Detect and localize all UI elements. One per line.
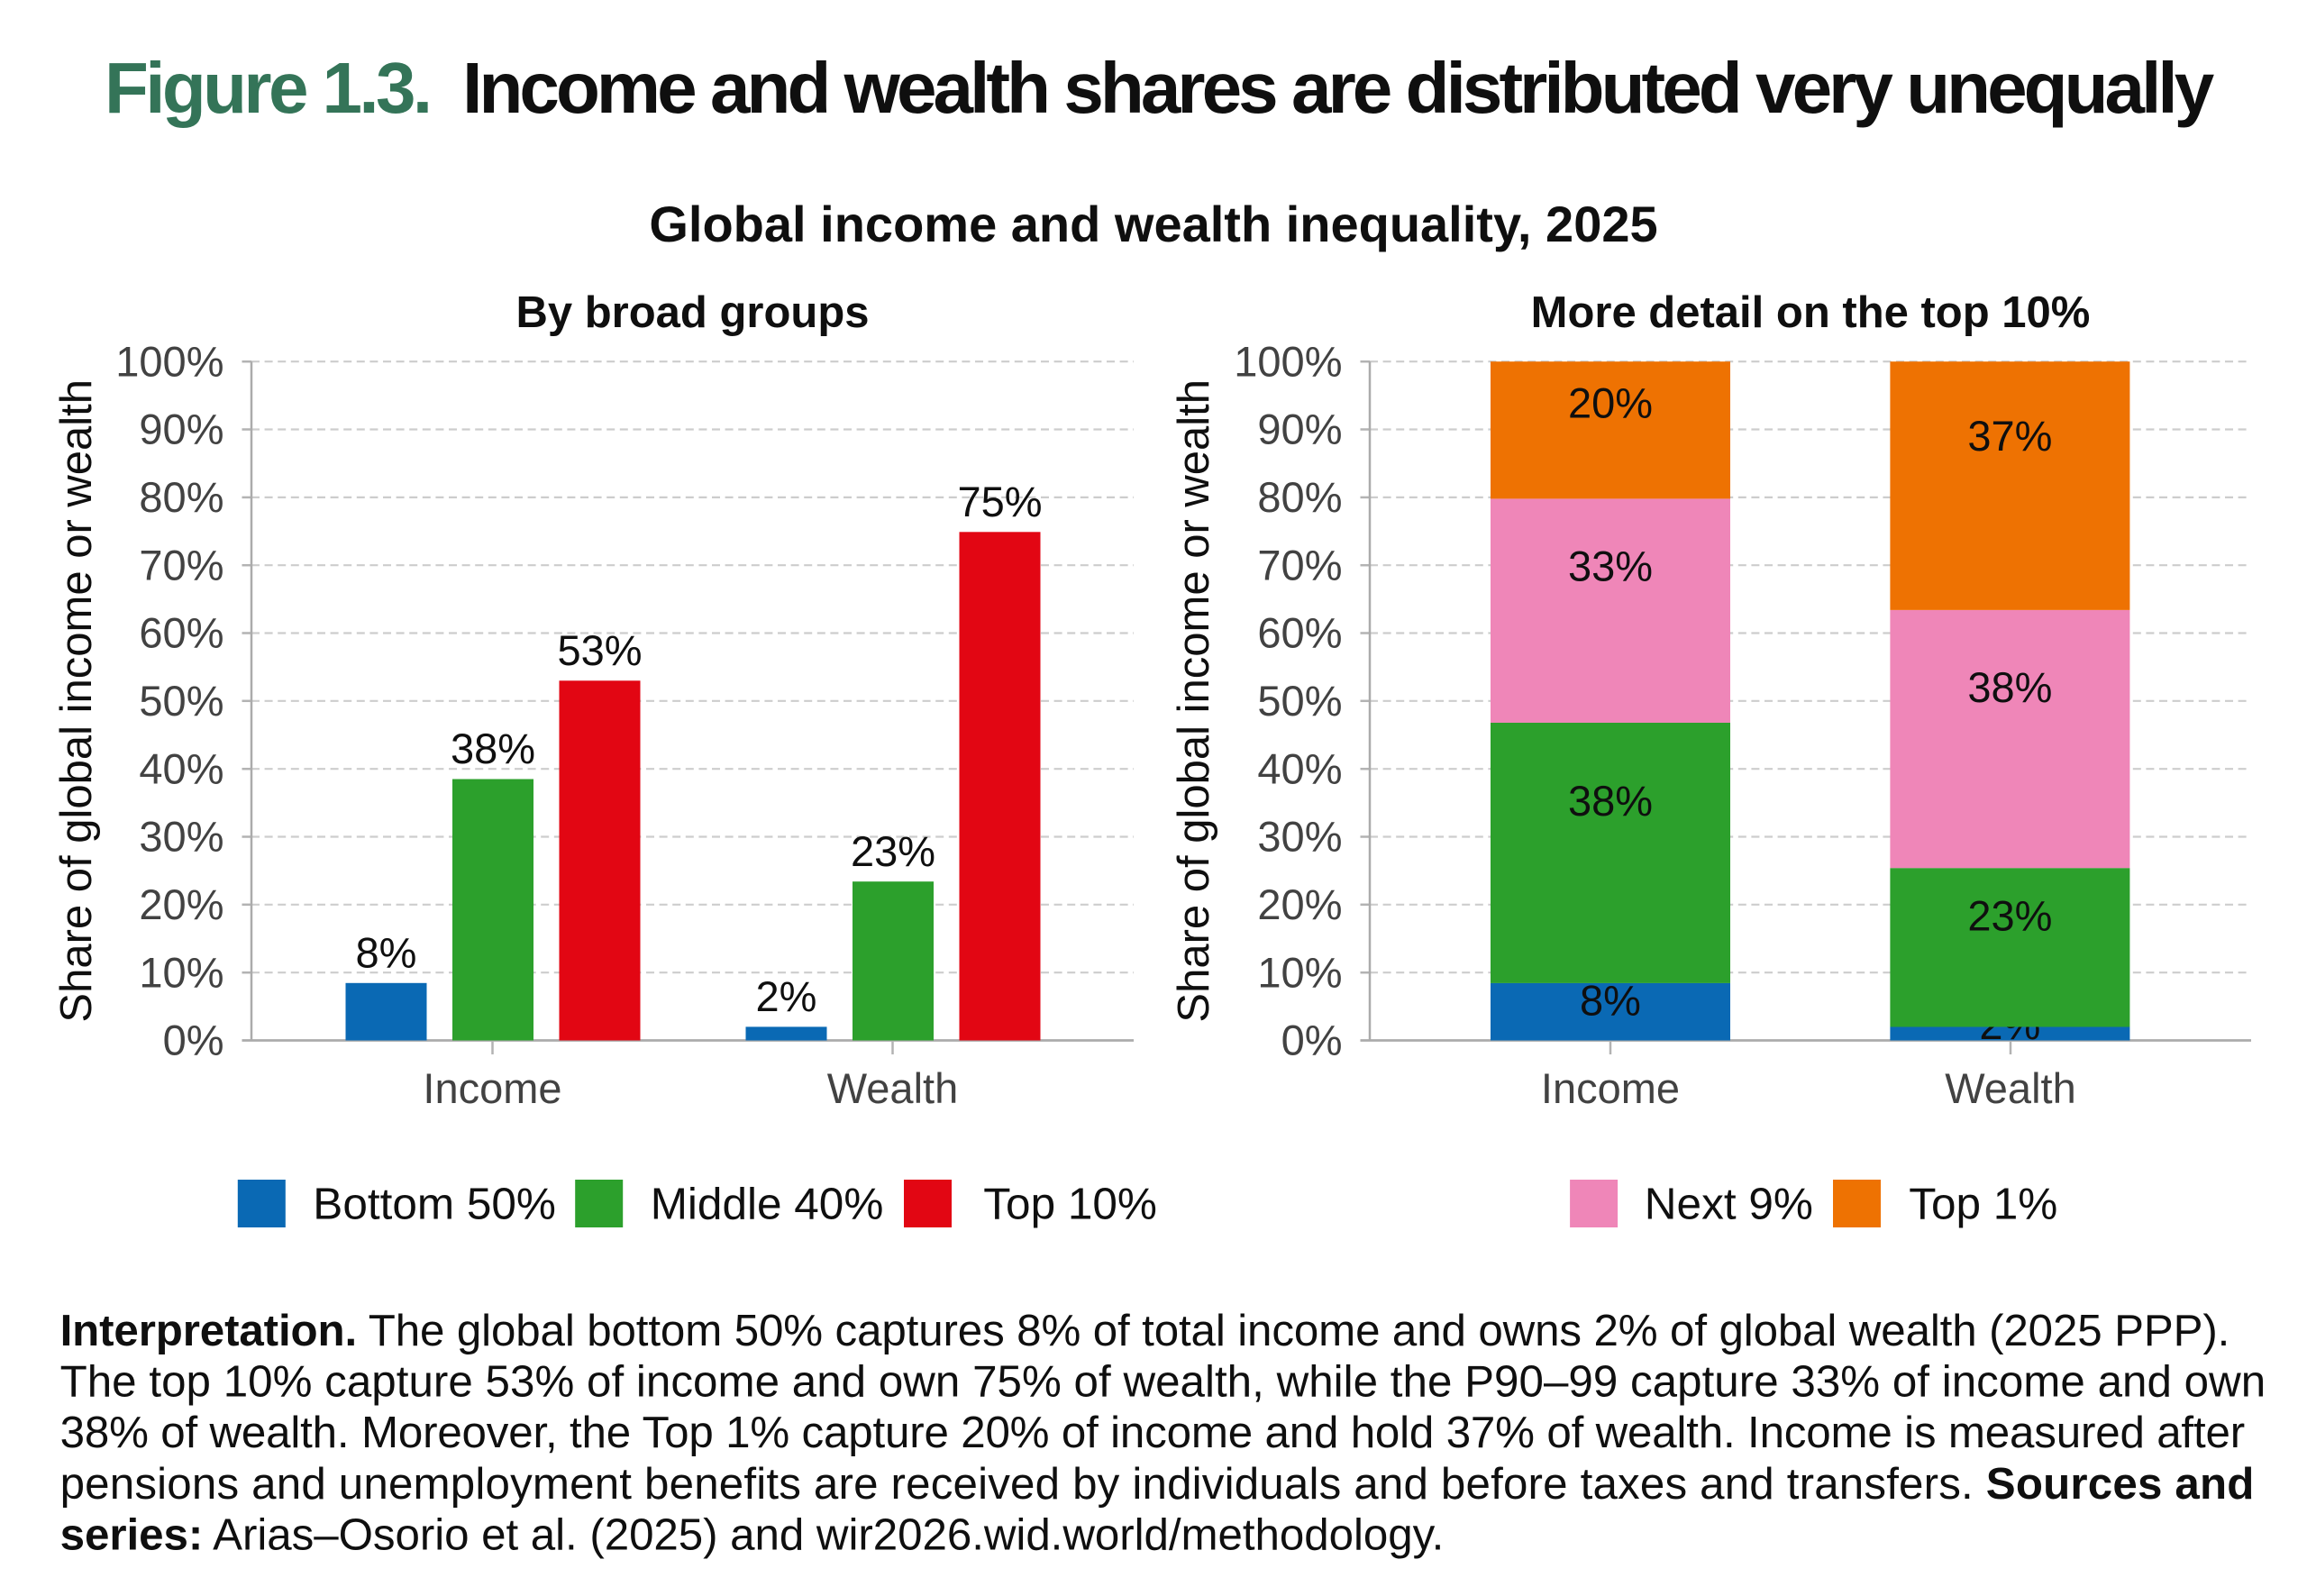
svg-text:10%: 10%: [139, 948, 223, 996]
svg-text:38%: 38%: [1568, 777, 1653, 825]
svg-text:23%: 23%: [1967, 891, 2052, 939]
svg-text:Top 1%: Top 1%: [1909, 1179, 2057, 1228]
svg-text:Global income and wealth inequ: Global income and wealth inequality, 202…: [649, 196, 1657, 252]
svg-text:20%: 20%: [1257, 880, 1342, 928]
svg-text:0%: 0%: [1281, 1017, 1343, 1064]
svg-text:50%: 50%: [1257, 677, 1342, 725]
svg-text:Interpretation. The global bot: Interpretation. The global bottom 50% ca…: [60, 1306, 2230, 1355]
svg-text:50%: 50%: [139, 677, 223, 725]
svg-text:Middle 40%: Middle 40%: [651, 1179, 884, 1228]
svg-text:60%: 60%: [1257, 609, 1342, 657]
svg-text:38%: 38%: [451, 725, 535, 772]
svg-text:100%: 100%: [1234, 337, 1342, 385]
svg-text:100%: 100%: [115, 337, 223, 385]
svg-text:Income: Income: [1541, 1064, 1680, 1112]
svg-text:pensions and unemployment bene: pensions and unemployment benefits are r…: [60, 1459, 2255, 1509]
svg-text:20%: 20%: [1568, 379, 1653, 427]
svg-text:8%: 8%: [356, 929, 417, 977]
svg-text:90%: 90%: [1257, 406, 1342, 453]
svg-text:Share of global income or weal: Share of global income or wealth: [52, 379, 101, 1023]
svg-text:8%: 8%: [1580, 977, 1641, 1025]
svg-text:Figure 1.3. Income and wealth: Figure 1.3. Income and wealth shares are…: [105, 48, 2215, 128]
svg-text:70%: 70%: [1257, 541, 1342, 588]
svg-text:40%: 40%: [1257, 744, 1342, 792]
svg-text:series: Arias–Osorio et al. (2: series: Arias–Osorio et al. (2025) and w…: [60, 1509, 1445, 1559]
svg-text:75%: 75%: [957, 478, 1042, 525]
svg-text:70%: 70%: [139, 541, 223, 588]
svg-text:Next 9%: Next 9%: [1645, 1179, 1813, 1228]
svg-text:30%: 30%: [1257, 813, 1342, 861]
svg-text:53%: 53%: [557, 626, 642, 674]
svg-text:80%: 80%: [1257, 473, 1342, 521]
svg-text:60%: 60%: [139, 609, 223, 657]
svg-text:2%: 2%: [756, 972, 817, 1020]
svg-text:38% of wealth. Moreover, the T: 38% of wealth. Moreover, the Top 1% capt…: [60, 1408, 2245, 1457]
svg-text:Share of global income or weal: Share of global income or wealth: [1170, 379, 1218, 1023]
svg-text:0%: 0%: [163, 1017, 224, 1064]
svg-text:10%: 10%: [1257, 948, 1342, 996]
svg-text:Top 10%: Top 10%: [983, 1179, 1157, 1228]
svg-text:38%: 38%: [1967, 663, 2052, 711]
svg-text:Wealth: Wealth: [827, 1064, 958, 1112]
svg-text:23%: 23%: [851, 827, 935, 875]
svg-text:By broad groups: By broad groups: [515, 288, 869, 337]
svg-text:37%: 37%: [1967, 412, 2052, 460]
svg-text:The top 10% capture 53% of inc: The top 10% capture 53% of income and ow…: [60, 1357, 2266, 1407]
svg-text:Wealth: Wealth: [1945, 1064, 2075, 1112]
svg-text:30%: 30%: [139, 813, 223, 861]
svg-text:20%: 20%: [139, 880, 223, 928]
svg-text:33%: 33%: [1568, 543, 1653, 590]
svg-text:40%: 40%: [139, 744, 223, 792]
svg-text:Income: Income: [423, 1064, 561, 1112]
svg-text:More detail on the top 10%: More detail on the top 10%: [1531, 288, 2091, 337]
svg-text:Bottom 50%: Bottom 50%: [313, 1179, 556, 1228]
svg-text:80%: 80%: [139, 473, 223, 521]
svg-text:90%: 90%: [139, 406, 223, 453]
